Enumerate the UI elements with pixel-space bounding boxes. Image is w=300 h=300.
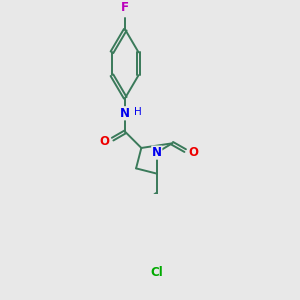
Text: F: F: [121, 1, 129, 14]
Text: N: N: [152, 146, 162, 159]
Text: N: N: [120, 107, 130, 120]
Text: H: H: [134, 107, 142, 117]
Text: O: O: [189, 146, 199, 159]
Text: O: O: [99, 135, 109, 148]
Text: Cl: Cl: [150, 266, 163, 280]
